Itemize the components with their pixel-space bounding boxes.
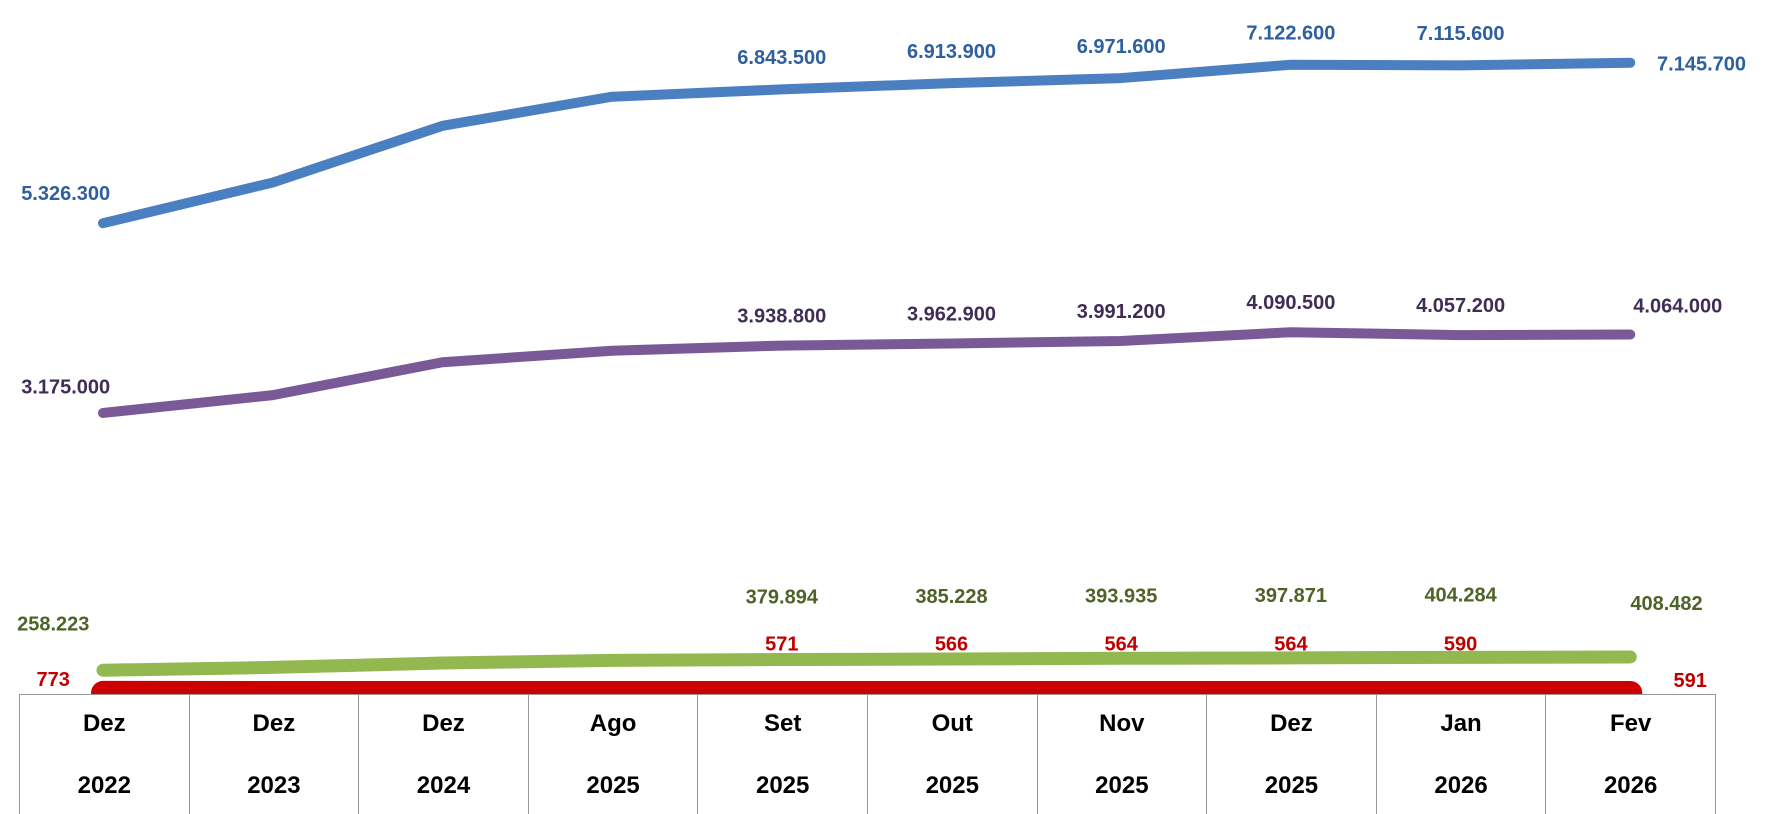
data-label: 590 xyxy=(1444,634,1477,656)
data-label: 591 xyxy=(1674,670,1707,692)
series-line xyxy=(96,650,1637,677)
data-label: 564 xyxy=(1105,634,1139,656)
data-label: 408.482 xyxy=(1630,593,1702,615)
data-label: 5.326.300 xyxy=(21,183,110,205)
data-label: 7.115.600 xyxy=(1417,23,1505,45)
data-label: 6.843.500 xyxy=(737,47,826,69)
x-tick-label: Dez 2023 xyxy=(247,710,301,799)
series-line xyxy=(98,327,1636,418)
data-label: 4.057.200 xyxy=(1416,295,1505,317)
category-cell: Out 2025 xyxy=(868,695,1038,814)
data-label: 3.938.800 xyxy=(737,306,826,328)
x-tick-label: Dez 2022 xyxy=(77,710,131,799)
x-tick-label: Ago 2025 xyxy=(586,710,640,799)
category-table: Dez 2022 Dez 2023 Dez 2024 Ago 2025 Set 2025… xyxy=(19,694,1716,814)
category-cell: Ago 2025 xyxy=(529,695,699,814)
category-cell: Dez 2025 xyxy=(1207,695,1377,814)
data-label: 6.971.600 xyxy=(1077,36,1166,58)
data-label: 7.145.700 xyxy=(1657,53,1746,75)
x-tick-label: Nov 2025 xyxy=(1095,710,1149,799)
category-cell: Nov 2025 xyxy=(1038,695,1208,814)
data-label: 404.284 xyxy=(1424,585,1497,607)
x-tick-label: Jan 2026 xyxy=(1434,710,1488,799)
data-label: 3.991.200 xyxy=(1077,301,1166,323)
data-label: 4.064.000 xyxy=(1633,296,1722,318)
category-cell: Set 2025 xyxy=(698,695,868,814)
series-line xyxy=(98,57,1636,229)
x-tick-label: Fev 2026 xyxy=(1603,710,1658,799)
data-label: 258.223 xyxy=(17,613,89,635)
data-label: 3.175.000 xyxy=(21,376,110,398)
data-label: 7.122.600 xyxy=(1246,23,1335,45)
x-tick-label: Out 2025 xyxy=(925,710,979,799)
data-label: 564 xyxy=(1274,634,1308,656)
data-label: 393.935 xyxy=(1085,585,1157,607)
x-tick-label: Set 2025 xyxy=(755,710,810,799)
x-tick-label: Dez 2024 xyxy=(416,710,471,799)
data-label: 571 xyxy=(765,634,798,656)
data-label: 385.228 xyxy=(915,586,987,608)
data-label: 3.962.900 xyxy=(907,303,996,325)
category-cell: Dez 2024 xyxy=(359,695,529,814)
category-cell: Dez 2023 xyxy=(190,695,360,814)
data-label: 6.913.900 xyxy=(907,41,996,63)
x-tick-label: Dez 2025 xyxy=(1264,710,1319,799)
data-label: 379.894 xyxy=(746,587,819,609)
category-cell: Dez 2022 xyxy=(20,695,190,814)
category-cell: Jan 2026 xyxy=(1377,695,1547,814)
data-label: 4.090.500 xyxy=(1246,292,1335,314)
data-label: 566 xyxy=(935,634,968,656)
category-cell: Fev 2026 xyxy=(1546,695,1716,814)
data-label: 773 xyxy=(37,669,70,691)
data-label: 397.871 xyxy=(1255,585,1327,607)
